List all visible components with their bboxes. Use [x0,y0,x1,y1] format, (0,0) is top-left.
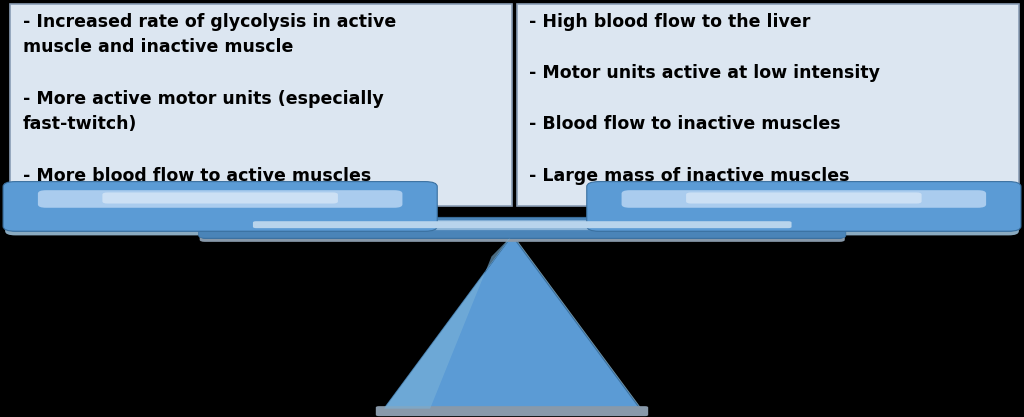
Text: - High blood flow to the liver

- Motor units active at low intensity

- Blood f: - High blood flow to the liver - Motor u… [529,13,881,185]
FancyBboxPatch shape [10,216,430,232]
FancyBboxPatch shape [102,193,338,203]
FancyBboxPatch shape [5,188,435,235]
FancyBboxPatch shape [10,4,512,206]
Polygon shape [384,236,512,409]
FancyBboxPatch shape [594,216,1014,232]
FancyBboxPatch shape [517,4,1019,206]
FancyBboxPatch shape [211,220,834,230]
FancyBboxPatch shape [199,217,846,238]
FancyBboxPatch shape [38,190,402,208]
FancyBboxPatch shape [376,406,648,416]
Polygon shape [384,236,640,409]
FancyBboxPatch shape [622,190,986,208]
FancyBboxPatch shape [686,193,922,203]
FancyBboxPatch shape [202,229,843,239]
FancyBboxPatch shape [253,221,792,228]
FancyBboxPatch shape [589,188,1019,235]
Text: - Increased rate of glycolysis in active
muscle and inactive muscle

- More acti: - Increased rate of glycolysis in active… [23,13,396,185]
FancyBboxPatch shape [200,219,845,242]
FancyBboxPatch shape [3,182,437,231]
Polygon shape [388,239,644,412]
FancyBboxPatch shape [587,182,1021,231]
